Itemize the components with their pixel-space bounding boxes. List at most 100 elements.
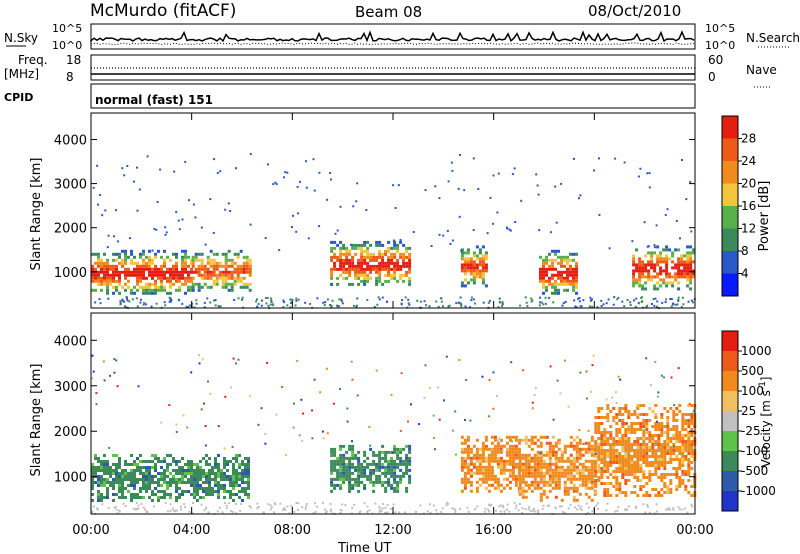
echo-cell xyxy=(554,486,558,490)
echo-cell xyxy=(354,465,358,469)
echo-cell xyxy=(184,475,187,478)
echo-cell xyxy=(542,276,545,280)
scatter-cell xyxy=(173,170,176,173)
echo-cell xyxy=(390,468,394,472)
scatter-cell xyxy=(224,208,227,211)
echo-cell xyxy=(348,468,352,472)
echo-cell xyxy=(396,456,400,460)
scatter-cell xyxy=(95,392,98,395)
echo-cell xyxy=(496,456,500,460)
ground-scatter-cell xyxy=(621,300,624,303)
echo-cell xyxy=(351,243,355,247)
echo-cell xyxy=(656,287,660,291)
echo-cell xyxy=(160,472,163,475)
echo-cell xyxy=(190,270,193,274)
echo-cell xyxy=(97,475,100,478)
echo-cell xyxy=(621,437,625,440)
echo-cell xyxy=(106,463,109,466)
scatter-cell xyxy=(399,429,402,432)
echo-cell xyxy=(548,474,552,478)
scatter-cell xyxy=(188,199,190,202)
echo-cell xyxy=(656,263,660,267)
echo-cell xyxy=(405,246,409,250)
echo-cell xyxy=(193,496,196,499)
echo-cell xyxy=(475,465,479,469)
ground-scatter-cell xyxy=(366,505,369,508)
echo-cell xyxy=(202,496,205,499)
echo-cell xyxy=(100,267,103,271)
ground-scatter-cell xyxy=(552,301,555,304)
echo-cell xyxy=(181,469,184,472)
echo-cell xyxy=(514,480,518,484)
echo-cell xyxy=(584,465,588,469)
echo-cell xyxy=(372,480,376,484)
echo-cell xyxy=(606,476,610,479)
echo-cell xyxy=(233,282,237,286)
echo-cell xyxy=(648,461,652,464)
echo-cell xyxy=(209,261,213,265)
scatter-cell xyxy=(598,213,601,216)
echo-cell xyxy=(351,483,355,487)
echo-cell xyxy=(118,463,121,466)
echo-cell xyxy=(408,270,412,274)
echo-cell xyxy=(665,263,669,267)
echo-cell xyxy=(175,463,178,466)
scatter-cell xyxy=(297,212,300,215)
echo-cell xyxy=(542,483,546,487)
echo-cell xyxy=(196,490,199,493)
scatter-cell xyxy=(92,370,95,373)
ground-scatter-cell xyxy=(115,508,118,511)
echo-cell xyxy=(345,465,349,469)
echo-cell xyxy=(354,273,358,277)
echo-cell xyxy=(227,249,231,253)
scatter-cell xyxy=(264,432,267,435)
echo-cell xyxy=(139,273,142,277)
echo-cell xyxy=(686,263,690,267)
echo-cell xyxy=(484,477,488,481)
ground-scatter-cell xyxy=(168,300,171,303)
echo-cell xyxy=(369,480,373,484)
echo-cell xyxy=(363,261,367,265)
echo-cell xyxy=(91,478,94,481)
echo-cell xyxy=(642,404,646,407)
echo-cell xyxy=(166,276,169,280)
echo-cell xyxy=(672,443,676,446)
scatter-cell xyxy=(313,189,316,192)
echo-cell xyxy=(357,468,361,472)
scatter-cell xyxy=(295,230,298,233)
ground-scatter-cell xyxy=(515,504,518,507)
echo-cell xyxy=(678,446,682,449)
ground-scatter-cell xyxy=(525,301,528,304)
echo-cell xyxy=(545,471,549,475)
ground-scatter-cell xyxy=(680,306,683,309)
echo-cell xyxy=(569,477,573,481)
echo-cell xyxy=(469,450,473,454)
echo-cell xyxy=(348,282,352,286)
echo-cell xyxy=(539,480,543,484)
echo-cell xyxy=(190,288,193,292)
scatter-cell xyxy=(346,420,349,423)
echo-cell xyxy=(505,450,509,454)
ground-scatter-cell xyxy=(219,305,222,308)
echo-cell xyxy=(675,467,679,470)
echo-cell xyxy=(375,282,379,286)
ground-scatter-cell xyxy=(169,510,172,512)
echo-cell xyxy=(597,407,601,410)
echo-cell xyxy=(148,496,151,499)
scatter-cell xyxy=(305,160,307,163)
echo-cell xyxy=(563,444,567,448)
echo-cell xyxy=(618,443,622,446)
scatter-cell xyxy=(585,397,588,400)
echo-cell xyxy=(606,488,610,491)
scatter-cell xyxy=(446,229,449,232)
echo-cell xyxy=(633,452,637,455)
ground-scatter-cell xyxy=(530,509,532,512)
echo-cell xyxy=(127,463,130,466)
echo-cell xyxy=(136,469,139,472)
echo-cell xyxy=(639,467,643,470)
echo-cell xyxy=(527,471,531,475)
scatter-cell xyxy=(399,239,402,241)
echo-cell xyxy=(533,480,537,484)
echo-cell xyxy=(469,260,473,264)
echo-cell xyxy=(181,466,184,469)
